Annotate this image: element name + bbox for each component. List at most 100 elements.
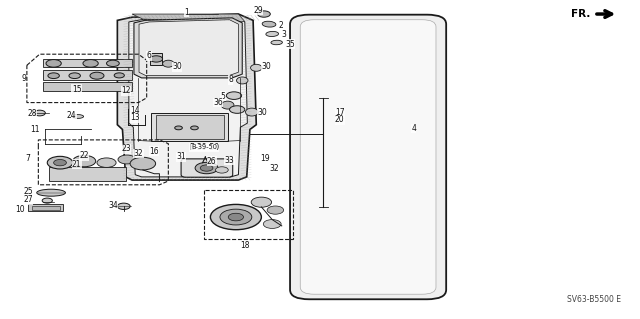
Text: 2: 2 — [278, 21, 283, 30]
Text: 15: 15 — [72, 85, 81, 94]
Text: 23: 23 — [122, 144, 131, 153]
Bar — [151, 113, 228, 141]
Bar — [49, 167, 125, 181]
Circle shape — [114, 73, 124, 78]
Text: 30: 30 — [258, 108, 268, 116]
Bar — [28, 204, 63, 211]
Text: 34: 34 — [108, 201, 118, 210]
Ellipse shape — [163, 60, 174, 67]
Text: 1: 1 — [184, 8, 189, 17]
Circle shape — [34, 110, 45, 116]
Circle shape — [195, 162, 218, 174]
Circle shape — [228, 213, 244, 221]
Text: B-39-50: B-39-50 — [191, 145, 217, 151]
Ellipse shape — [262, 21, 276, 27]
Text: 24: 24 — [67, 111, 76, 120]
Ellipse shape — [72, 115, 84, 118]
Circle shape — [251, 197, 271, 207]
Text: 27: 27 — [23, 196, 33, 204]
Polygon shape — [134, 18, 243, 78]
Text: 33: 33 — [225, 156, 234, 165]
Text: 4: 4 — [412, 124, 416, 133]
Text: 26: 26 — [207, 157, 216, 166]
Ellipse shape — [246, 108, 258, 116]
Text: 20: 20 — [335, 115, 344, 124]
Ellipse shape — [36, 189, 65, 196]
Circle shape — [175, 126, 182, 130]
Text: 29: 29 — [253, 6, 263, 15]
Circle shape — [118, 155, 136, 164]
Text: 25: 25 — [23, 187, 33, 196]
Ellipse shape — [266, 31, 278, 36]
Text: SV63-B5500 E: SV63-B5500 E — [567, 295, 621, 304]
Ellipse shape — [237, 77, 248, 84]
Text: 22: 22 — [79, 151, 89, 160]
Text: 32: 32 — [269, 164, 279, 173]
Text: 8: 8 — [228, 75, 233, 84]
Circle shape — [220, 209, 252, 225]
Polygon shape — [129, 17, 247, 177]
Circle shape — [69, 73, 81, 78]
Circle shape — [47, 156, 73, 169]
Text: 35: 35 — [285, 40, 295, 48]
Circle shape — [48, 73, 60, 78]
FancyBboxPatch shape — [181, 159, 233, 177]
Circle shape — [42, 198, 52, 203]
Text: 3: 3 — [282, 30, 287, 39]
Polygon shape — [139, 20, 239, 75]
Circle shape — [200, 165, 213, 171]
FancyBboxPatch shape — [290, 15, 446, 299]
Circle shape — [257, 11, 270, 17]
Bar — [156, 115, 225, 139]
Circle shape — [54, 160, 67, 166]
Ellipse shape — [221, 101, 234, 109]
Bar — [32, 206, 60, 210]
Ellipse shape — [271, 40, 282, 45]
Circle shape — [211, 204, 261, 230]
Text: 14: 14 — [131, 106, 140, 115]
Circle shape — [191, 126, 198, 130]
Text: 30: 30 — [172, 62, 182, 71]
Bar — [150, 53, 162, 65]
Text: 6: 6 — [147, 51, 152, 60]
Circle shape — [230, 106, 245, 113]
Circle shape — [267, 206, 284, 214]
Text: 30: 30 — [261, 62, 271, 71]
Bar — [43, 70, 132, 80]
Text: 28: 28 — [28, 108, 36, 117]
Circle shape — [130, 157, 156, 170]
Circle shape — [97, 158, 116, 167]
Circle shape — [83, 60, 99, 67]
Circle shape — [227, 92, 242, 100]
Text: 13: 13 — [131, 113, 140, 122]
Text: 12: 12 — [122, 86, 131, 95]
Bar — [43, 59, 132, 67]
Text: 10: 10 — [16, 205, 26, 214]
Text: 7: 7 — [26, 154, 31, 163]
Circle shape — [90, 72, 104, 79]
Text: 5: 5 — [221, 92, 225, 101]
Circle shape — [263, 219, 281, 228]
Text: 32: 32 — [134, 149, 143, 158]
Text: 18: 18 — [241, 241, 250, 250]
Circle shape — [46, 60, 61, 67]
Text: FR.: FR. — [572, 9, 591, 19]
Text: B-39-50: B-39-50 — [189, 143, 219, 152]
Circle shape — [106, 60, 119, 67]
FancyBboxPatch shape — [300, 20, 436, 294]
Text: 36: 36 — [213, 98, 223, 107]
Text: 9: 9 — [21, 74, 26, 83]
Circle shape — [73, 155, 96, 167]
Circle shape — [150, 56, 163, 62]
Text: 16: 16 — [150, 147, 159, 156]
Ellipse shape — [250, 64, 262, 71]
Circle shape — [216, 167, 228, 173]
Bar — [43, 82, 132, 91]
Polygon shape — [132, 14, 245, 22]
Text: 17: 17 — [335, 108, 344, 117]
Text: 31: 31 — [176, 152, 186, 161]
Circle shape — [117, 203, 130, 210]
Polygon shape — [117, 14, 256, 180]
Text: 11: 11 — [30, 125, 39, 134]
Text: 19: 19 — [260, 154, 269, 163]
